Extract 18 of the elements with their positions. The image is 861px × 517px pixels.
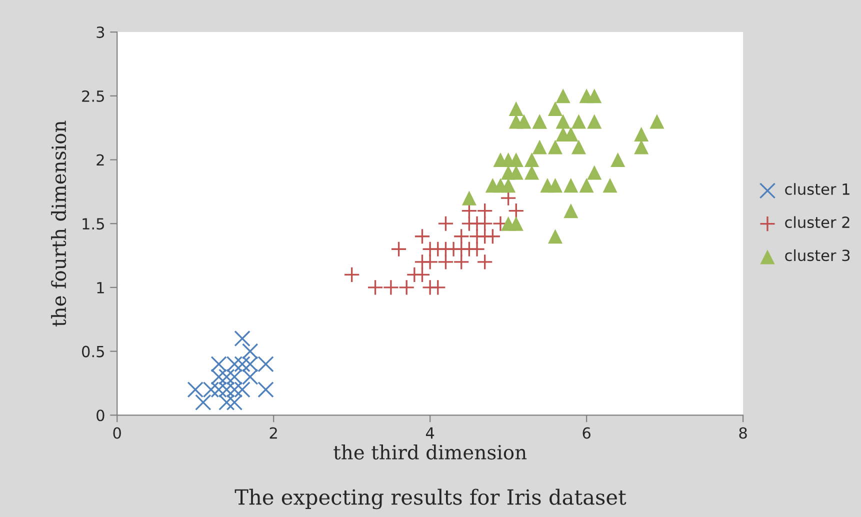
x-tick-label: 0 — [113, 427, 121, 439]
y-tick-label: 0 — [96, 410, 104, 422]
text: The expecting results for Iris dataset — [234, 488, 626, 510]
x-tick-label: 8 — [739, 427, 747, 439]
y-tick-label: 1 — [97, 282, 104, 294]
y-tick-label: 1.5 — [82, 218, 104, 230]
x-tick-label: 6 — [582, 427, 590, 439]
legend-label: cluster 3 — [785, 249, 850, 262]
y-tick-label: 2.5 — [82, 90, 104, 102]
x-tick-label: 4 — [426, 427, 434, 439]
legend-label: cluster 2 — [785, 216, 850, 228]
x-axis-title: the third dimension — [334, 444, 527, 460]
x-tick-label: 2 — [270, 427, 277, 439]
legend-label: cluster 1 — [785, 183, 850, 195]
y-tick-label: 0.5 — [82, 346, 104, 358]
y-tick-label: 2 — [96, 154, 104, 166]
y-axis-title: the fourth dimension — [51, 120, 66, 326]
y-tick-label: 3 — [96, 26, 104, 38]
